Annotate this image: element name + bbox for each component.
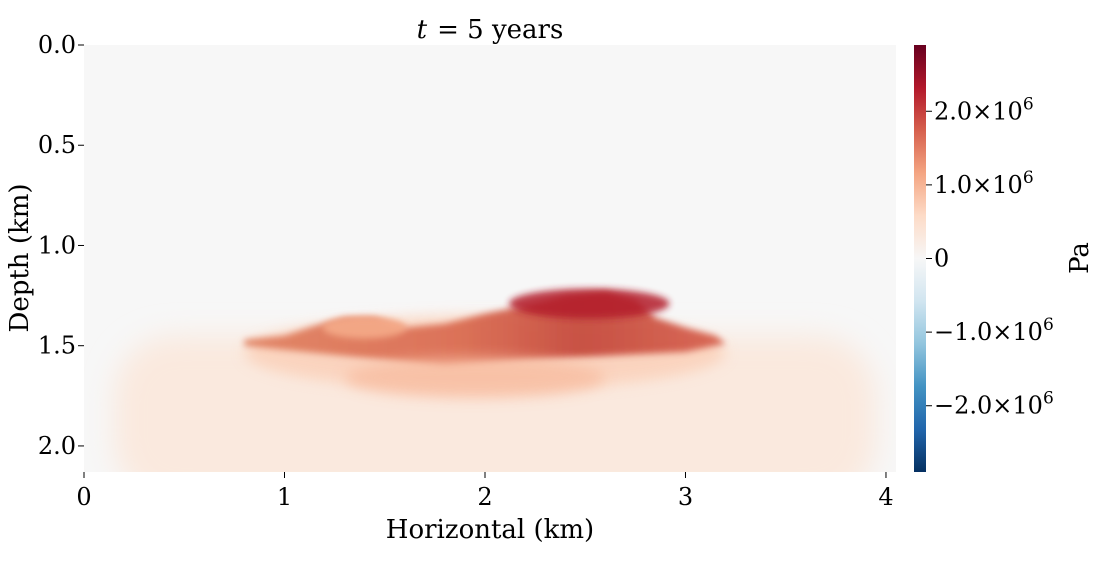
y-axis-label: Depth (km)	[5, 183, 35, 332]
colorbar: −2.0×106 −1.0×106 0 1.0×106 2.0×106 Pa	[914, 45, 1095, 472]
x-tick-label: 4	[878, 483, 893, 511]
colorbar-ticks: −2.0×106 −1.0×106 0 1.0×106 2.0×106	[926, 94, 1054, 420]
colorbar-tick-label: −1.0×106	[934, 315, 1054, 346]
y-tick-label: 1.0	[38, 231, 76, 259]
y-axis: 0.0 0.5 1.0 1.5 2.0	[38, 31, 84, 460]
heatmap-plot	[84, 45, 896, 472]
x-tick-label: 2	[477, 483, 492, 511]
x-tick-label: 0	[76, 483, 91, 511]
y-tick-label: 0.5	[38, 131, 76, 159]
field-crest-peak	[509, 288, 670, 319]
colorbar-tick-label: 0	[934, 245, 949, 273]
x-tick-label: 3	[678, 483, 693, 511]
field-left-bump	[322, 316, 407, 339]
colorbar-gradient	[914, 45, 926, 472]
colorbar-tick-label: 2.0×106	[934, 94, 1034, 125]
colorbar-label: Pa	[1065, 242, 1095, 274]
colorbar-tick-label: 1.0×106	[934, 168, 1034, 199]
x-axis: 0 1 2 3 4	[76, 472, 894, 511]
pressure-field	[114, 288, 876, 472]
y-tick-label: 2.0	[38, 432, 76, 460]
field-plume-tail	[344, 357, 606, 398]
colorbar-tick-label: −2.0×106	[934, 389, 1054, 420]
x-tick-label: 1	[277, 483, 292, 511]
x-axis-label: Horizontal (km)	[386, 515, 594, 545]
chart-title: t = 5 years	[417, 15, 564, 45]
y-tick-label: 1.5	[38, 332, 76, 360]
y-tick-label: 0.0	[38, 31, 76, 59]
